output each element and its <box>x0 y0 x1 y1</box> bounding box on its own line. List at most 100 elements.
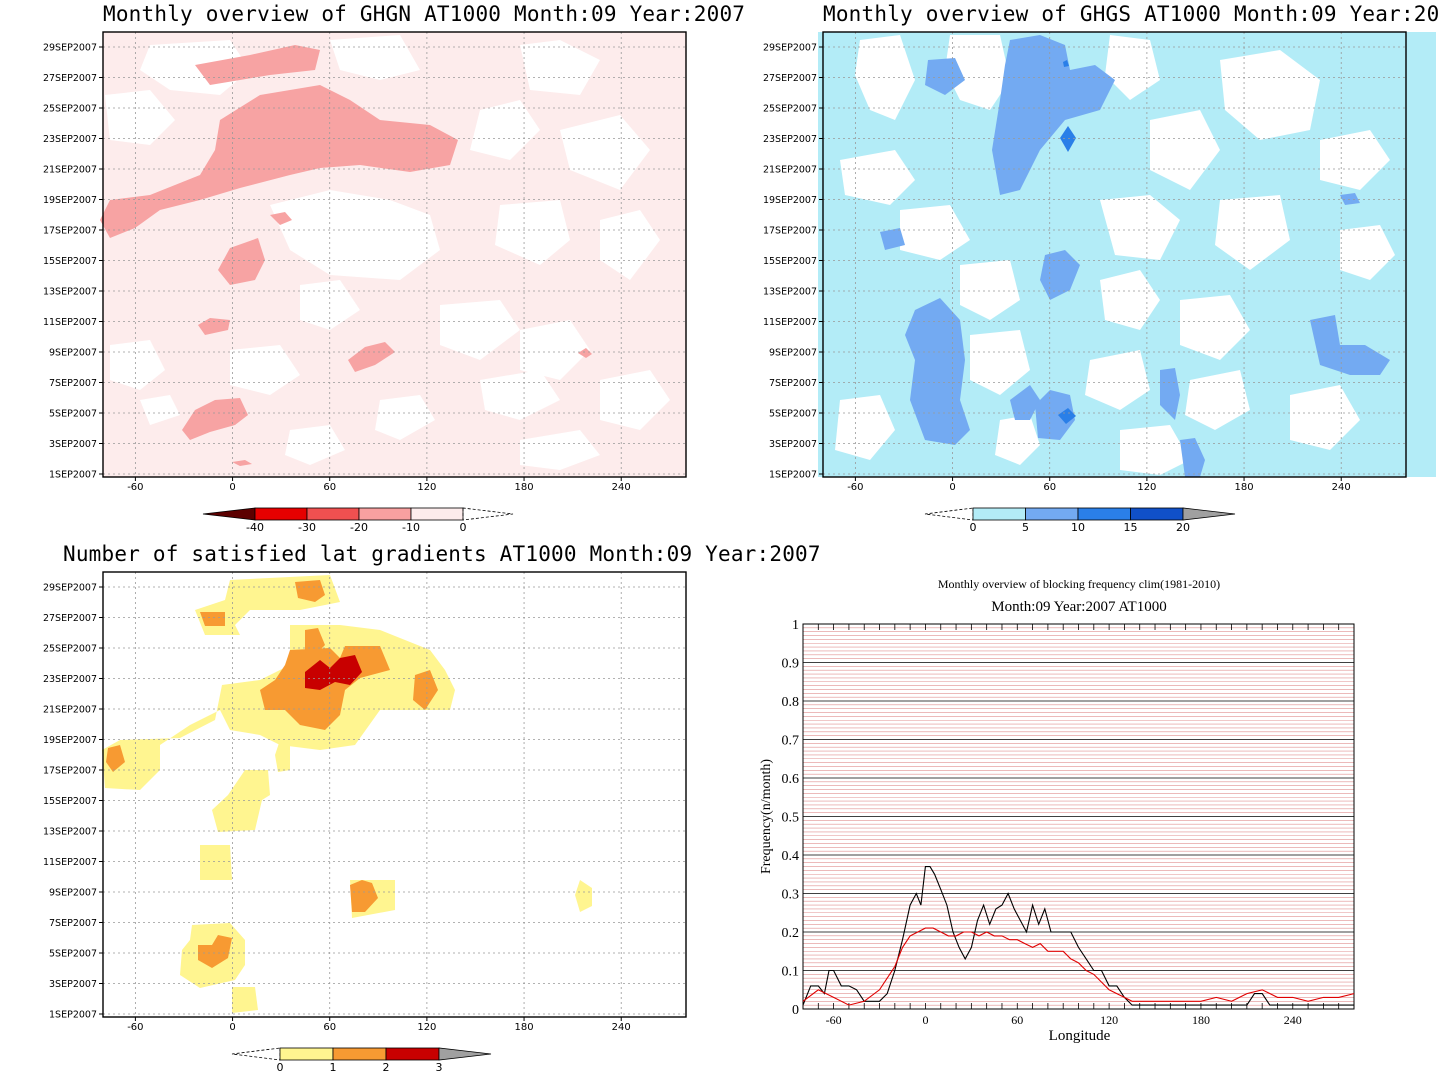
blocking-xtick-label: 120 <box>1100 1013 1118 1027</box>
lat-xtick-label: 0 <box>229 1022 235 1033</box>
ghgn-ytick-label: 7SEP2007 <box>49 378 97 389</box>
blocking-ytick-label: 0.4 <box>782 849 800 864</box>
lat-region-0to1 <box>232 987 258 1013</box>
lat-ytick-label: 5SEP2007 <box>49 949 97 960</box>
ghgn-xtick-label: 0 <box>229 482 235 493</box>
ghgn-zero-region <box>440 300 520 360</box>
ghgn-xtick-label: 120 <box>417 482 436 493</box>
ghgs-region-5to10 <box>880 228 905 250</box>
ghgn-ytick-label: 3SEP2007 <box>49 439 97 450</box>
lat-gradients-chart: 1SEP2007 3SEP2007 5SEP2007 7SEP2007 9SEP2007… <box>43 571 687 1074</box>
blocking-xtick-label: -60 <box>826 1013 842 1027</box>
ghgs-colorbar-label: 15 <box>1124 521 1138 534</box>
lat-region-1to2 <box>350 880 378 912</box>
ghgs-ytick-label: 17SEP2007 <box>763 226 817 237</box>
ghgs-zero-region <box>1100 195 1180 260</box>
ghgn-ytick-label: 17SEP2007 <box>43 226 97 237</box>
lat-colorbar-box <box>332 1047 387 1061</box>
blocking-ytick-label: 0.5 <box>782 811 800 826</box>
lat-colorbar-label: 0 <box>277 1061 284 1074</box>
lat-region-0to1 <box>200 845 232 880</box>
lat-xtick-label: 60 <box>323 1022 336 1033</box>
ghgs-colorbar-right-arrow <box>1182 507 1236 521</box>
lat-region-1to2 <box>106 745 125 772</box>
ghgs-zero-region <box>1085 350 1150 410</box>
ghgn-chart: 1SEP2007 3SEP2007 5SEP2007 7SEP2007 9SEP2007… <box>43 31 687 534</box>
ghgn-panel: Monthly overview of GHGN AT1000 Month:09… <box>0 0 745 540</box>
lat-colorbar-right-arrow <box>438 1047 492 1061</box>
ghgs-ytick-label: 29SEP2007 <box>763 43 817 54</box>
ghgn-negative-region <box>195 45 320 85</box>
blocking-ytick-label: 0 <box>792 1003 799 1018</box>
ghgn-zero-region <box>495 200 570 265</box>
ghgn-colorbar-left-arrow <box>202 507 256 521</box>
ghgn-zero-region <box>270 190 440 280</box>
lat-colorbar-left-arrow <box>231 1047 281 1061</box>
ghgs-colorbar-left-arrow <box>924 507 974 521</box>
ghgs-ytick-label: 3SEP2007 <box>769 439 817 450</box>
ghgs-region-10to15 <box>1063 60 1069 67</box>
ghgs-colorbar-label: 0 <box>970 521 977 534</box>
lat-colorbar-box <box>385 1047 440 1061</box>
ghgn-zero-region <box>520 40 600 95</box>
ghgs-region-10to15 <box>1058 408 1076 424</box>
ghgs-zero-region <box>945 35 1010 110</box>
ghgs-ytick-label: 21SEP2007 <box>763 165 817 176</box>
ghgn-colorbar-label: -20 <box>350 521 368 534</box>
blocking-ytick-label: 0.2 <box>782 926 800 941</box>
ghgn-zero-region <box>560 115 650 190</box>
ghgn-negative-region <box>198 318 230 335</box>
ghgn-negative-region <box>182 398 248 440</box>
lat-xtick-label: 180 <box>515 1022 534 1033</box>
ghgn-zero-region <box>520 430 600 470</box>
ghgs-xtick-label: 180 <box>1235 482 1254 493</box>
ghgs-frame <box>822 31 1407 478</box>
lat-xtick-label: 240 <box>612 1022 631 1033</box>
lat-region-1to2 <box>413 670 438 710</box>
ghgn-zero-region <box>285 425 345 465</box>
ghgs-ytick-label: 27SEP2007 <box>763 73 817 84</box>
ghgs-ytick-label: 9SEP2007 <box>769 348 817 359</box>
ghgn-zero-region <box>105 90 175 145</box>
blocking-xtick-label: 240 <box>1284 1013 1302 1027</box>
blocking-xlabel: Longitude <box>1049 1028 1111 1044</box>
ghgs-ytick-label: 13SEP2007 <box>763 287 817 298</box>
ghgs-region-5to10 <box>1010 385 1040 420</box>
ghgn-ytick-label: 5SEP2007 <box>49 409 97 420</box>
ghgs-region-5to10 <box>1310 315 1390 375</box>
ghgs-colorbar-box <box>1025 507 1079 521</box>
lat-colorbar-label: 1 <box>330 1061 337 1074</box>
ghgs-panel: Monthly overview of GHGS AT1000 Month:09… <box>720 0 1440 540</box>
ghgs-region-5to10 <box>905 298 970 445</box>
ghgs-xtick-label: -60 <box>847 482 863 493</box>
blocking-subtitle: Month:09 Year:2007 AT1000 <box>991 599 1166 615</box>
lat-ytick-label: 11SEP2007 <box>43 857 97 868</box>
ghgn-zero-region <box>230 345 300 395</box>
ghgn-ytick-label: 15SEP2007 <box>43 256 97 267</box>
blocking-title: Monthly overview of blocking frequency c… <box>938 577 1220 591</box>
lat-region-1to2 <box>295 580 325 602</box>
blocking-xtick-label: 0 <box>922 1013 928 1027</box>
blocking-frequency-chart: Monthly overview of blocking frequency c… <box>759 577 1355 1044</box>
ghgs-region-5to10 <box>1160 368 1180 420</box>
ghgn-zero-region <box>600 210 660 280</box>
blocking-series-red-line <box>802 927 1355 1006</box>
ghgs-zero-region <box>1185 370 1250 430</box>
lat-ytick-label: 27SEP2007 <box>43 613 97 624</box>
ghgn-ytick-label: 1SEP2007 <box>49 470 97 481</box>
ghgs-region-5to10 <box>1340 193 1360 205</box>
ghgs-colorbar-box <box>1130 507 1184 521</box>
ghgs-colorbar-label: 10 <box>1071 521 1085 534</box>
ghgs-ytick-label: 15SEP2007 <box>763 256 817 267</box>
ghgn-xtick-label: 240 <box>612 482 631 493</box>
ghgs-zero-region <box>1120 425 1190 475</box>
ghgs-region-5to10 <box>1180 438 1205 477</box>
ghgs-ytick-label: 19SEP2007 <box>763 195 817 206</box>
lat-region-0to1 <box>212 770 270 832</box>
ghgs-colorbar-box <box>1077 507 1131 521</box>
lat-gradients-title: Number of satisfied lat gradients AT1000… <box>63 542 821 566</box>
ghgs-zero-region <box>1340 225 1395 280</box>
ghgs-zero-region <box>1320 130 1390 190</box>
ghgn-ytick-label: 29SEP2007 <box>43 43 97 54</box>
blocking-ytick-label: 0.9 <box>782 657 800 672</box>
